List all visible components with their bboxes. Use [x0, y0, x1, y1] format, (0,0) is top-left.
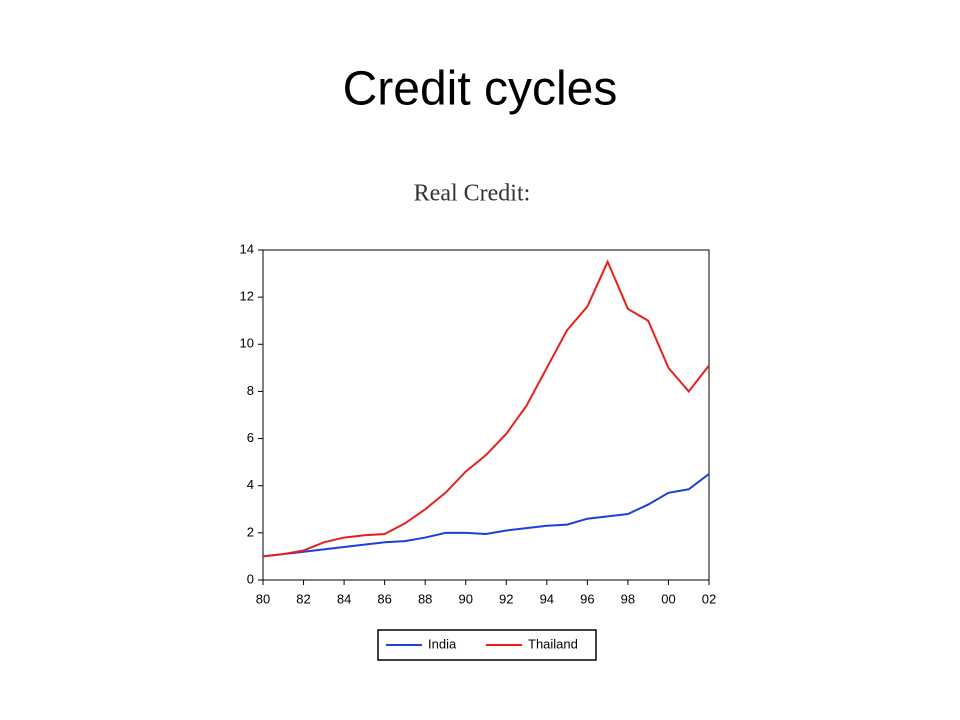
chart-title: Real Credit:	[414, 181, 531, 207]
y-tick-label: 14	[240, 241, 254, 256]
x-tick-label: 00	[661, 591, 675, 606]
y-tick-label: 12	[240, 289, 254, 304]
y-tick-label: 6	[247, 430, 254, 445]
x-tick-label: 94	[540, 591, 554, 606]
x-tick-label: 96	[580, 591, 594, 606]
x-tick-label: 02	[702, 591, 716, 606]
y-tick-label: 8	[247, 383, 254, 398]
x-tick-label: 88	[418, 591, 432, 606]
y-tick-label: 2	[247, 524, 254, 539]
plot-frame	[262, 249, 710, 581]
data-line	[262, 259, 710, 558]
x-tick-label: 82	[296, 591, 310, 606]
x-tick-label: 86	[377, 591, 391, 606]
legend-label: India	[428, 636, 457, 651]
x-tick-label: 90	[458, 591, 472, 606]
x-tick-label: 92	[499, 591, 513, 606]
x-tick-label: 84	[337, 591, 351, 606]
y-tick-label: 10	[240, 336, 254, 351]
x-tick-label: 98	[621, 591, 635, 606]
y-tick-label: 4	[247, 477, 254, 492]
y-tick-label: 0	[247, 571, 254, 586]
x-tick-label: 80	[256, 591, 270, 606]
data-line	[262, 473, 710, 558]
legend-label: Thailand	[528, 636, 578, 651]
slide-title: Credit cycles	[343, 63, 618, 116]
